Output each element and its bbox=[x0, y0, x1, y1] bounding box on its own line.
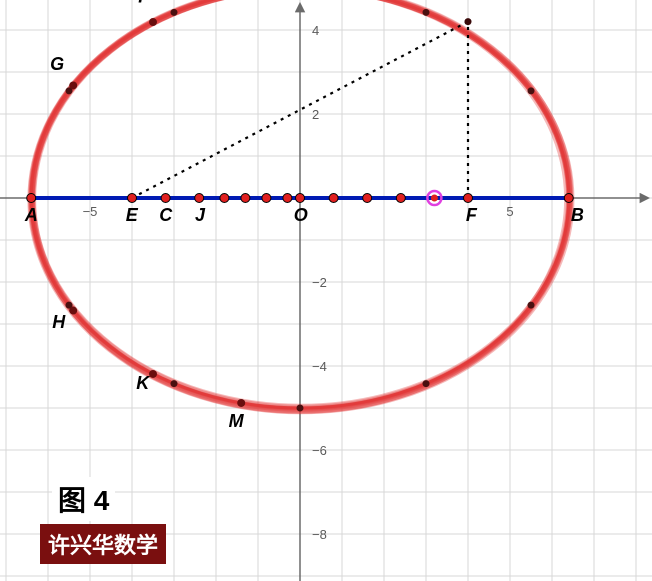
point-p2 bbox=[241, 194, 250, 203]
label-A: A bbox=[24, 205, 38, 225]
point-K bbox=[149, 370, 157, 378]
point-p5 bbox=[329, 194, 338, 203]
point-O bbox=[296, 194, 305, 203]
ytick: −6 bbox=[312, 443, 327, 458]
label-M: M bbox=[229, 411, 245, 431]
ellipse-sample-dot bbox=[423, 380, 430, 387]
point-p6 bbox=[363, 194, 372, 203]
point-M bbox=[237, 399, 245, 407]
label-I: I bbox=[138, 0, 144, 7]
figure-label: 图 4 bbox=[52, 477, 115, 521]
label-H: H bbox=[52, 312, 66, 332]
watermark: 许兴华数学 bbox=[40, 524, 166, 564]
point-I bbox=[149, 18, 157, 26]
ytick: 4 bbox=[312, 23, 319, 38]
point-J bbox=[195, 194, 204, 203]
ellipse-sample-dot bbox=[528, 87, 535, 94]
ellipse-sample-dot bbox=[297, 405, 304, 412]
ellipse-sample-dot bbox=[528, 302, 535, 309]
point-C bbox=[161, 194, 170, 203]
ellipse-sample-dot bbox=[423, 9, 430, 16]
label-K: K bbox=[136, 373, 151, 393]
label-O: O bbox=[294, 205, 308, 225]
apex-point bbox=[465, 18, 472, 25]
point-p7 bbox=[396, 194, 405, 203]
ytick: −2 bbox=[312, 275, 327, 290]
label-E: E bbox=[126, 205, 139, 225]
label-B: B bbox=[571, 205, 584, 225]
label-F: F bbox=[466, 205, 478, 225]
ellipse-sample-dot bbox=[171, 9, 178, 16]
plot-canvas: −55−8−6−4−2246AECJOFBLIGHKM 图 4 许兴华数学 bbox=[0, 0, 652, 581]
label-G: G bbox=[50, 54, 64, 74]
point-p1 bbox=[220, 194, 229, 203]
ytick: −8 bbox=[312, 527, 327, 542]
point-magenta bbox=[431, 195, 438, 202]
point-A bbox=[27, 194, 36, 203]
figure-label-text: 图 4 bbox=[58, 485, 109, 516]
ellipse-sample-dot bbox=[171, 380, 178, 387]
point-B bbox=[564, 194, 573, 203]
point-F bbox=[464, 194, 473, 203]
point-p4 bbox=[283, 194, 292, 203]
xtick: −5 bbox=[83, 204, 98, 219]
point-H bbox=[69, 307, 77, 315]
label-J: J bbox=[195, 205, 206, 225]
point-p3 bbox=[262, 194, 271, 203]
watermark-text: 许兴华数学 bbox=[48, 533, 158, 558]
xtick: 5 bbox=[506, 204, 513, 219]
point-G bbox=[69, 81, 77, 89]
ytick: 2 bbox=[312, 107, 319, 122]
ytick: −4 bbox=[312, 359, 327, 374]
label-C: C bbox=[159, 205, 173, 225]
point-E bbox=[128, 194, 137, 203]
